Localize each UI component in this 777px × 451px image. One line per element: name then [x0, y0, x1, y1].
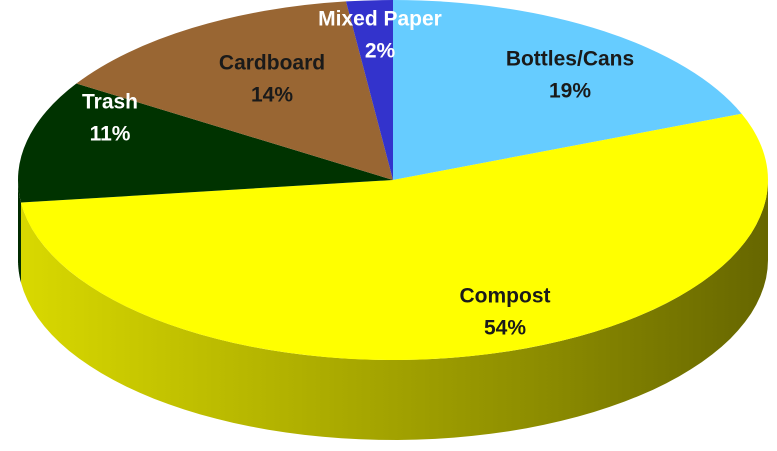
slice-label: Bottles/Cans: [506, 48, 634, 71]
slice: [20, 113, 769, 360]
slice-label: Mixed Paper: [318, 8, 442, 31]
slice: [17, 83, 393, 203]
value-label: 11%: [90, 123, 131, 146]
slice: [76, 1, 394, 180]
value-label: 54%: [484, 317, 526, 340]
value-label: 19%: [549, 80, 591, 103]
slice-label: Trash: [82, 91, 138, 114]
value-label: 14%: [251, 84, 293, 107]
value-label: 2%: [365, 40, 396, 63]
slice-label: Compost: [460, 285, 551, 308]
slice-side: [18, 180, 21, 283]
slice-side: [21, 180, 768, 440]
slice: [346, 0, 393, 180]
slice: [393, 0, 742, 180]
slice-label: Cardboard: [219, 52, 325, 75]
